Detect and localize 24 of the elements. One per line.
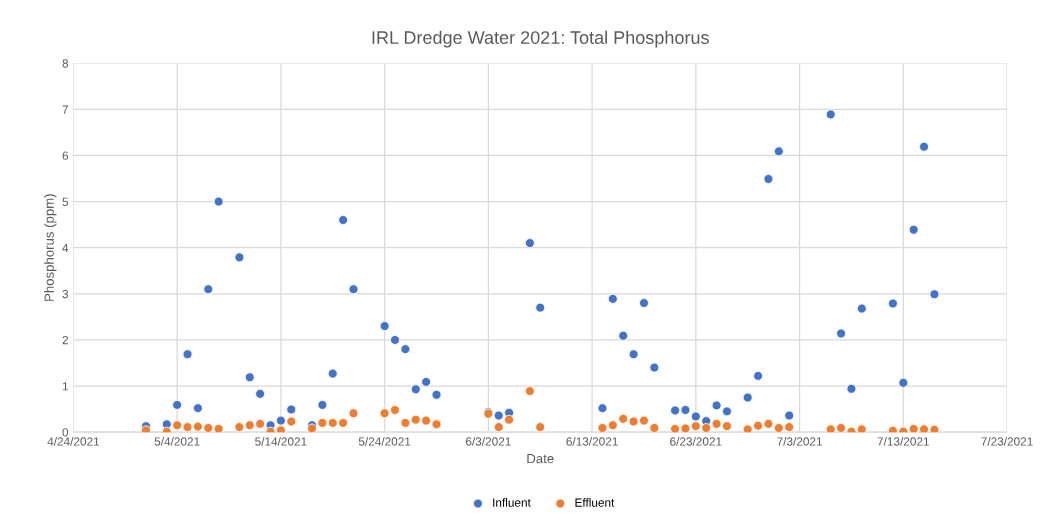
x-tick-label: 5/14/2021 — [255, 437, 307, 446]
y-tick-label: 8 — [62, 59, 69, 68]
x-tick-label: 7/13/2021 — [877, 437, 929, 446]
y-tick-label: 4 — [62, 243, 69, 252]
x-tick-label: 5/4/2021 — [154, 437, 200, 446]
x-tick-label: 5/24/2021 — [358, 437, 411, 446]
x-tick-label: 6/3/2021 — [465, 437, 511, 446]
x-tick-label: 4/24/2021 — [47, 437, 100, 446]
x-tick-label: 6/23/2021 — [670, 437, 722, 446]
y-tick-label: 0 — [62, 428, 69, 437]
y-tick-label: 1 — [62, 382, 68, 391]
chart-title: IRL Dredge Water 2021: Total Phosphorus — [372, 30, 709, 48]
x-axis-title: Date — [527, 454, 554, 464]
x-tick-label: 6/13/2021 — [566, 437, 618, 446]
y-tick-label: 7 — [62, 105, 68, 114]
legend-label: Influent — [493, 498, 531, 507]
x-tick-label: 7/3/2021 — [777, 437, 822, 446]
y-axis-title: Phosphorus (ppm) — [44, 194, 57, 301]
x-tick-label: 7/23/2021 — [981, 437, 1033, 446]
y-tick-label: 3 — [62, 289, 69, 299]
y-tick-label: 5 — [62, 197, 69, 206]
y-tick-label: 6 — [62, 151, 69, 160]
y-tick-label: 2 — [62, 335, 68, 345]
legend-label: Effluent — [575, 498, 615, 507]
